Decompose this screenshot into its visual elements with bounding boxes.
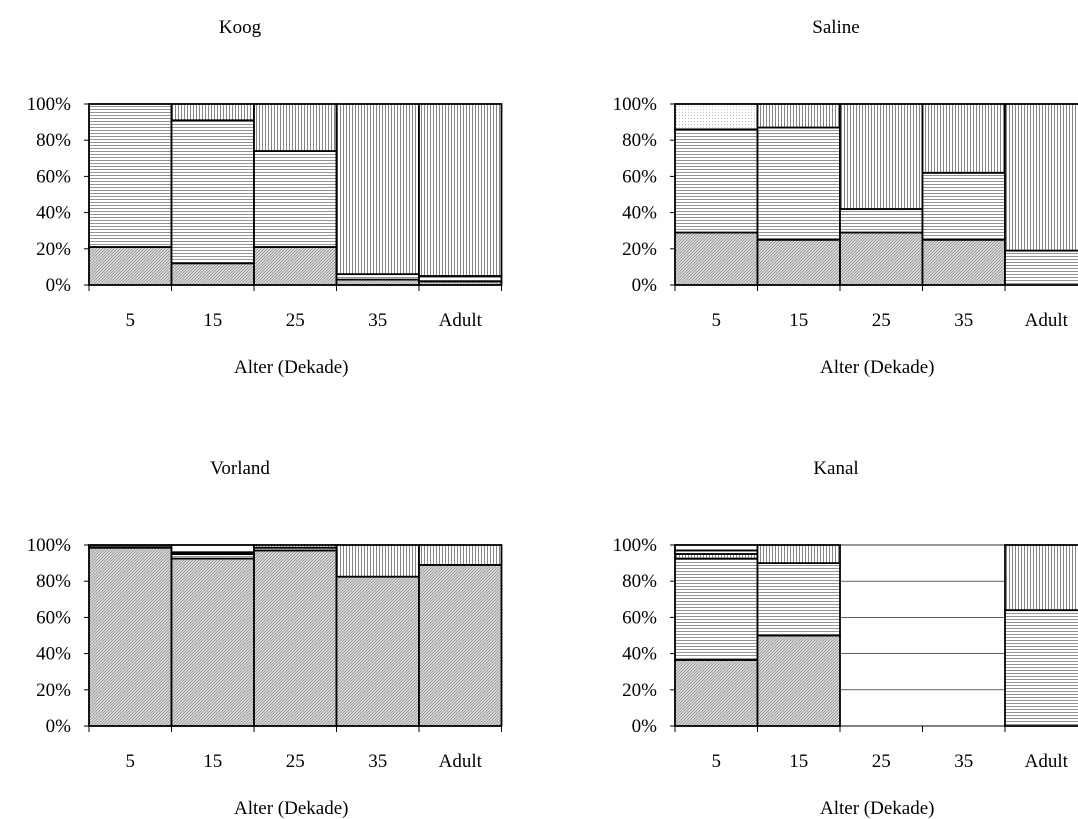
y-tick-label: 60% bbox=[622, 607, 657, 628]
bar-segment bbox=[756, 103, 841, 129]
bar-segment bbox=[839, 208, 924, 234]
bar-segment bbox=[170, 557, 255, 727]
bar-segment bbox=[921, 103, 1006, 174]
y-tick-label: 60% bbox=[622, 166, 657, 187]
bar-segment bbox=[921, 238, 1006, 286]
bar-segment bbox=[756, 126, 841, 241]
bar-segment bbox=[674, 544, 759, 552]
bar-segment bbox=[756, 634, 841, 727]
x-tick-label: 25 bbox=[872, 310, 891, 331]
x-tick-label: 5 bbox=[712, 751, 722, 772]
x-tick-label: 25 bbox=[286, 751, 305, 772]
bar-segment bbox=[674, 128, 759, 234]
x-tick-label: 25 bbox=[872, 751, 891, 772]
x-tick-label: Adult bbox=[1025, 310, 1069, 331]
bar-segment bbox=[170, 544, 255, 554]
chart-kanal: Kanal 0% 20% 40% 60% 80% 100% 5 15 25 35 Adult Alte… bbox=[613, 458, 1078, 819]
chart-title: Saline bbox=[812, 17, 860, 38]
y-tick-label: 60% bbox=[36, 166, 71, 187]
y-tick-label: 0% bbox=[632, 716, 658, 737]
y-tick-label: 20% bbox=[622, 680, 657, 701]
bar-segment bbox=[418, 564, 503, 727]
bar-segment bbox=[170, 119, 255, 265]
bar-segment bbox=[674, 231, 759, 286]
y-tick-label: 20% bbox=[622, 239, 657, 260]
x-tick-label: Adult bbox=[439, 310, 483, 331]
bar-segment bbox=[335, 575, 420, 727]
y-tick-label: 20% bbox=[36, 680, 71, 701]
bar-segment bbox=[674, 659, 759, 727]
bar-segment bbox=[335, 103, 420, 276]
x-tick-label: 35 bbox=[954, 310, 973, 331]
bar-segment bbox=[1004, 544, 1078, 612]
x-tick-label: 35 bbox=[954, 751, 973, 772]
bar-segment bbox=[839, 103, 924, 210]
bar-segment bbox=[418, 544, 503, 566]
bar-segment bbox=[88, 544, 173, 549]
x-tick-label: 5 bbox=[126, 310, 136, 331]
bar-segment bbox=[88, 103, 173, 248]
x-tick-label: 15 bbox=[789, 310, 808, 331]
bar-segment bbox=[170, 103, 255, 122]
bar-segment bbox=[839, 231, 924, 286]
x-axis-label: Alter (Dekade) bbox=[820, 357, 934, 378]
y-tick-label: 0% bbox=[46, 716, 72, 737]
x-tick-label: 25 bbox=[286, 310, 305, 331]
x-tick-label: 15 bbox=[203, 310, 222, 331]
x-axis-label: Alter (Dekade) bbox=[234, 357, 348, 378]
y-tick-label: 40% bbox=[622, 203, 657, 224]
bar-segment bbox=[253, 544, 338, 549]
x-axis-label: Alter (Dekade) bbox=[234, 798, 348, 819]
x-tick-label: 15 bbox=[789, 751, 808, 772]
y-tick-label: 40% bbox=[36, 203, 71, 224]
y-tick-label: 0% bbox=[46, 275, 72, 296]
y-tick-label: 100% bbox=[613, 535, 658, 556]
bar-segment bbox=[418, 103, 503, 277]
bar-segment bbox=[170, 262, 255, 286]
bar-segment bbox=[756, 544, 841, 565]
y-tick-label: 20% bbox=[36, 239, 71, 260]
bar-segment bbox=[253, 150, 338, 248]
bar-segment bbox=[756, 562, 841, 637]
bar-segment bbox=[674, 103, 759, 131]
chart-title: Kanal bbox=[813, 458, 858, 479]
bar-segment bbox=[88, 246, 173, 286]
y-tick-label: 40% bbox=[36, 644, 71, 665]
bar-segment bbox=[921, 171, 1006, 241]
y-tick-label: 0% bbox=[632, 275, 658, 296]
chart-koog: Koog 0% 20% 40% 60% 80% 100% 5 15 25 35 Adult Alter… bbox=[27, 17, 503, 378]
y-tick-label: 100% bbox=[27, 535, 72, 556]
x-tick-label: Adult bbox=[439, 751, 483, 772]
bar-segment bbox=[335, 544, 420, 578]
y-tick-label: 80% bbox=[622, 571, 657, 592]
y-tick-label: 100% bbox=[27, 94, 72, 115]
x-tick-label: 5 bbox=[126, 751, 136, 772]
bar-segment bbox=[253, 549, 338, 727]
y-tick-label: 80% bbox=[36, 571, 71, 592]
bar-segment bbox=[756, 238, 841, 286]
x-tick-label: 15 bbox=[203, 751, 222, 772]
chart-title: Vorland bbox=[210, 458, 270, 479]
x-tick-label: 35 bbox=[368, 751, 387, 772]
y-tick-label: 60% bbox=[36, 607, 71, 628]
x-tick-label: Adult bbox=[1025, 751, 1069, 772]
bar-segment bbox=[88, 546, 173, 727]
y-tick-label: 80% bbox=[622, 130, 657, 151]
y-tick-label: 100% bbox=[613, 94, 658, 115]
y-tick-label: 40% bbox=[622, 644, 657, 665]
bar-segment bbox=[253, 103, 338, 152]
chart-vorland: Vorland 0% 20% 40% 60% 80% 100% 5 15 25 35 Adult Al… bbox=[27, 458, 503, 819]
x-tick-label: 5 bbox=[712, 310, 722, 331]
chart-title: Koog bbox=[219, 17, 262, 38]
x-tick-label: 35 bbox=[368, 310, 387, 331]
x-axis-label: Alter (Dekade) bbox=[820, 798, 934, 819]
bar-segment bbox=[253, 246, 338, 286]
bar-segment bbox=[674, 557, 759, 661]
bar-segment bbox=[1004, 609, 1078, 727]
bar-segment bbox=[1004, 249, 1078, 286]
chart-saline: Saline 0% 20% 40% 60% 80% 100% 5 15 25 35 Adult Alt… bbox=[613, 17, 1078, 378]
y-tick-label: 80% bbox=[36, 130, 71, 151]
bar-segment bbox=[1004, 103, 1078, 252]
